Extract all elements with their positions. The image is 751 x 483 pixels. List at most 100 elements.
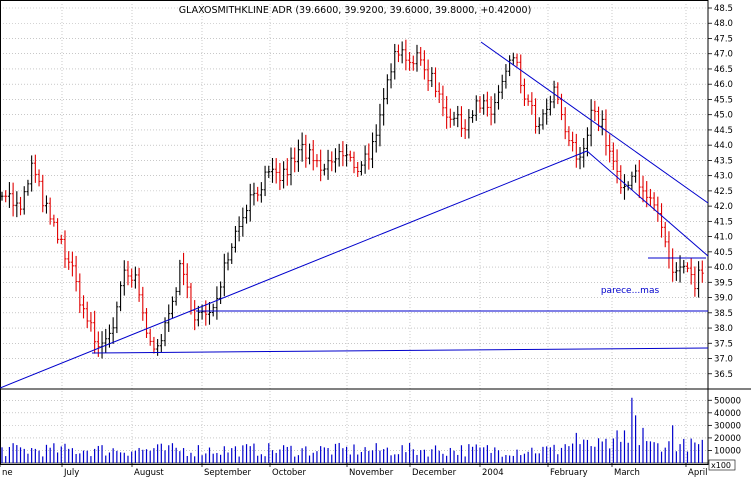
price-tick-label: 45.5: [714, 95, 733, 105]
price-bar: [608, 134, 612, 163]
price-bar: [56, 218, 60, 244]
price-bar: [282, 161, 286, 189]
price-bar: [463, 119, 467, 139]
price-tick-label: 39.0: [714, 294, 733, 304]
price-bar: [515, 53, 519, 67]
price-bar: [534, 98, 538, 134]
price-bar: [330, 151, 334, 172]
price-bar: [326, 149, 330, 180]
price-bar: [685, 262, 689, 273]
price-bar: [697, 261, 701, 298]
price-bar: [130, 268, 134, 288]
price-tick-label: 37.5: [714, 339, 733, 349]
price-bar: [363, 145, 367, 174]
price-bar: [352, 151, 356, 174]
price-bar: [648, 188, 652, 207]
price-bar: [285, 158, 289, 186]
price-bar: [559, 93, 563, 121]
price-bar: [296, 139, 300, 172]
price-bar: [122, 260, 126, 296]
price-bar: [263, 165, 267, 197]
price-tick-label: 48.5: [714, 4, 733, 14]
price-bar: [593, 100, 597, 121]
price-bar: [400, 41, 404, 64]
price-bar: [226, 252, 230, 271]
price-bar: [152, 336, 156, 354]
price-bar: [259, 182, 263, 203]
trendline-march-downtrend: [586, 150, 709, 257]
grid: [0, 4, 708, 463]
date-axis: ne July August September October November Dece…: [0, 463, 707, 478]
price-bar: [519, 54, 523, 94]
chart-frame: [0, 0, 751, 465]
price-bar: [393, 43, 397, 80]
price-tick-label: 40.5: [714, 248, 733, 258]
price-bar: [189, 282, 193, 315]
price-bar: [619, 165, 623, 194]
price-bar: [215, 286, 219, 320]
price-bar: [126, 260, 130, 286]
price-tick-label: 46.5: [714, 65, 733, 75]
price-bar: [419, 46, 423, 66]
price-bar: [337, 143, 341, 167]
price-bar: [671, 248, 675, 282]
price-tick-label: 43.0: [714, 172, 733, 182]
annotation-text: parece...mas: [601, 286, 660, 296]
price-bar: [426, 59, 430, 91]
price-bar: [19, 196, 23, 216]
price-bar: [456, 105, 460, 128]
price-bar: [230, 243, 234, 264]
price-bar: [459, 106, 463, 137]
price-bar: [445, 96, 449, 129]
price-bar: [278, 162, 282, 190]
price-tick-label: 41.5: [714, 217, 733, 227]
price-bar: [293, 147, 297, 173]
price-bar: [0, 191, 4, 201]
price-bar: [371, 132, 375, 169]
price-bar: [482, 94, 486, 115]
price-tick-label: 42.5: [714, 187, 733, 197]
price-bars: [0, 39, 704, 359]
price-bar: [11, 182, 15, 217]
trendline-top-downtrend: [480, 41, 709, 204]
price-bar: [537, 117, 541, 135]
price-tick-label: 47.5: [714, 34, 733, 44]
price-bar: [341, 141, 345, 167]
price-bar: [148, 328, 152, 346]
price-bar: [548, 95, 552, 116]
price-bar: [159, 334, 163, 353]
price-tick-label: 48.0: [714, 19, 733, 29]
price-tick-label: 47.0: [714, 50, 733, 60]
volume-tick-label: 40000: [714, 409, 741, 419]
price-bar: [267, 165, 271, 179]
price-bar: [689, 258, 693, 285]
date-tick-label: November: [349, 468, 394, 478]
date-tick-label: December: [412, 468, 457, 478]
price-bar: [411, 55, 415, 71]
price-bar: [374, 124, 378, 153]
price-bar: [589, 99, 593, 147]
price-bar: [348, 150, 352, 162]
price-bar: [474, 95, 478, 121]
price-bar: [133, 266, 137, 289]
volume-tick-label: 20000: [714, 434, 741, 444]
price-bar: [467, 109, 471, 139]
price-bar: [252, 182, 256, 206]
price-bar: [563, 107, 567, 140]
price-bar: [219, 281, 223, 305]
price-bar: [59, 234, 63, 245]
price-bar: [404, 39, 408, 71]
date-tick-label: ne: [2, 468, 13, 478]
price-bar: [308, 143, 312, 165]
price-bar: [663, 221, 667, 248]
price-bar: [211, 303, 215, 317]
price-bar: [415, 44, 419, 72]
price-bar: [7, 182, 11, 208]
price-bar: [422, 50, 426, 80]
price-bar: [233, 225, 237, 253]
price-bar: [26, 179, 30, 196]
price-bar: [74, 255, 78, 292]
price-bar: [193, 300, 197, 331]
price-bar: [571, 131, 575, 152]
